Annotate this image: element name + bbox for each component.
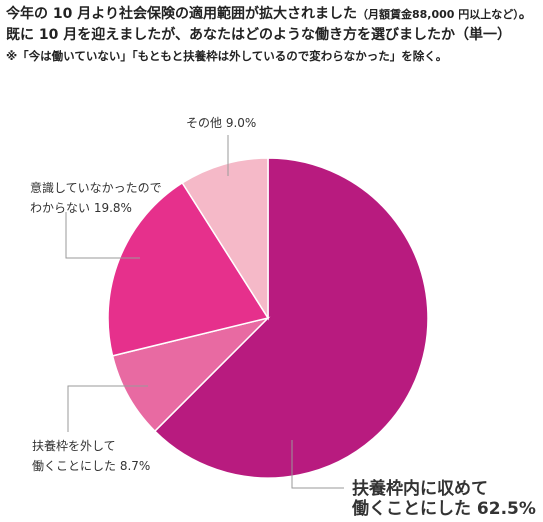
slice-label-0: 扶養枠内に収めて働くことにした 62.5% xyxy=(351,478,536,519)
slice-label-1-line-1: 働くことにした 8.7% xyxy=(32,459,150,473)
slice-label-1-line-0: 扶養枠を外して xyxy=(32,438,116,453)
slice-label-3-line-0: その他 9.0% xyxy=(186,116,256,130)
leader-lines xyxy=(65,135,344,489)
slice-label-2-line-1: わからない 19.8% xyxy=(30,201,132,215)
chart-title: 今年の 10 月より社会保険の適用範囲が拡大されました（月額賃金88,000 円… xyxy=(6,4,540,46)
slice-label-0-line-0: 扶養枠内に収めて xyxy=(352,478,488,499)
leader-line-2 xyxy=(65,212,140,259)
pie-slice-0 xyxy=(153,157,429,479)
slice-label-2-line-0: 意識していなかったので xyxy=(30,180,162,195)
title-main: 今年の 10 月より社会保険の適用範囲が拡大されました xyxy=(6,6,357,22)
slice-label-0-line-1: 働くことにした 62.5% xyxy=(351,498,536,519)
slice-label-3: その他 9.0% xyxy=(186,116,256,130)
leader-line-0 xyxy=(291,440,344,489)
slice-labels: 扶養枠内に収めて働くことにした 62.5% 扶養枠を外して働くことにした 8.7%… xyxy=(30,116,536,519)
pie-slice-3 xyxy=(181,157,269,321)
pie-slices xyxy=(107,157,429,479)
leader-line-1 xyxy=(67,385,148,432)
pie-slice-1 xyxy=(111,316,271,433)
chart-note: ※「今は働いていない」「もともと扶養枠は外しているので変わらなかった」を除く。 xyxy=(6,49,448,63)
title-main2: 。既に 10 月を迎えましたが、あなたはどのような働き方を選びましたか（単一） xyxy=(6,6,533,43)
slice-label-2: 意識していなかったのでわからない 19.8% xyxy=(30,180,162,215)
slice-label-1: 扶養枠を外して働くことにした 8.7% xyxy=(32,438,150,473)
title-block: 今年の 10 月より社会保険の適用範囲が拡大されました（月額賃金88,000 円… xyxy=(6,4,540,64)
title-sub: （月額賃金88,000 円以上など） xyxy=(356,8,519,21)
